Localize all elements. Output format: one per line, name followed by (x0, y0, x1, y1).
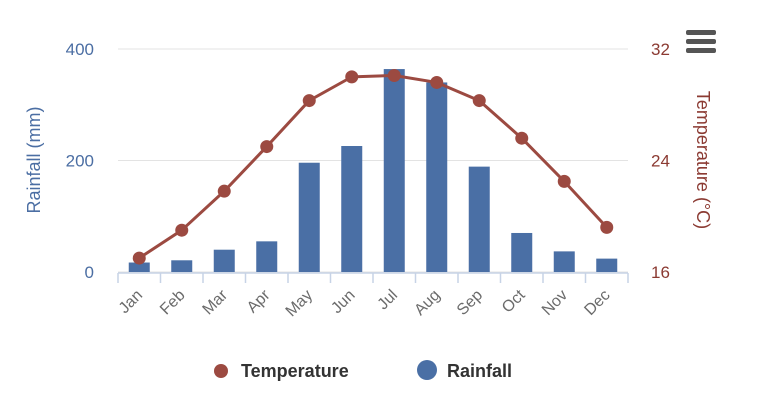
temperature-series-line (138, 73, 608, 260)
left-axis-ticks: 0 200 400 (66, 40, 94, 282)
x-tick-label: Apr (244, 286, 274, 316)
temperature-point-apr[interactable] (260, 140, 274, 154)
left-tick-label: 400 (66, 40, 94, 59)
x-tick-label: Dec (581, 287, 613, 319)
right-tick-label: 16 (651, 263, 670, 282)
temperature-point-oct[interactable] (515, 131, 529, 145)
gridlines (118, 48, 628, 273)
x-tick-label: Jan (116, 287, 146, 317)
temperature-point-mar[interactable] (217, 184, 231, 198)
legend-marker-rainfall (417, 360, 437, 380)
x-tick-label: Jul (375, 287, 401, 313)
rainfall-bar-jul[interactable] (383, 69, 405, 272)
x-tick-label: May (283, 287, 316, 320)
rainfall-bar-apr[interactable] (256, 241, 278, 272)
x-axis (117, 272, 629, 283)
temperature-point-dec[interactable] (600, 220, 614, 234)
x-tick-label: Mar (200, 286, 232, 318)
legend: Temperature Rainfall (214, 360, 512, 381)
temperature-point-jun[interactable] (345, 70, 359, 84)
x-tick-label: Feb (157, 287, 189, 319)
legend-item-temperature[interactable]: Temperature (214, 361, 349, 381)
rainfall-bar-dec[interactable] (596, 258, 618, 272)
temperature-point-aug[interactable] (430, 75, 444, 89)
right-axis-title: Temperature (°C) (693, 91, 713, 229)
right-tick-label: 24 (651, 152, 670, 171)
temperature-point-jan[interactable] (132, 251, 146, 265)
legend-item-rainfall[interactable]: Rainfall (417, 360, 512, 381)
temperature-point-nov[interactable] (557, 174, 571, 188)
rainfall-bar-may[interactable] (298, 162, 320, 272)
rainfall-bar-feb[interactable] (171, 260, 193, 272)
temperature-point-jul[interactable] (387, 68, 401, 82)
hamburger-menu-icon (686, 30, 716, 53)
rainfall-bar-jun[interactable] (341, 146, 363, 272)
legend-label-rainfall: Rainfall (447, 361, 512, 381)
rainfall-bar-aug[interactable] (426, 82, 448, 272)
x-tick-label: Aug (411, 287, 443, 319)
right-tick-label: 32 (651, 40, 670, 59)
rainfall-bar-oct[interactable] (511, 232, 533, 272)
left-axis-title: Rainfall (mm) (24, 106, 44, 213)
rainfall-bar-sep[interactable] (468, 166, 490, 272)
x-tick-label: Sep (454, 287, 486, 319)
legend-label-temperature: Temperature (241, 361, 349, 381)
temperature-line (132, 68, 614, 265)
menu-button[interactable] (686, 30, 716, 53)
right-axis-ticks: 16 24 32 (651, 40, 670, 282)
temperature-point-feb[interactable] (175, 223, 189, 237)
x-tick-label: Nov (539, 287, 571, 319)
x-tick-label: Jun (328, 287, 358, 317)
left-tick-label: 0 (85, 263, 94, 282)
legend-marker-temperature (214, 364, 228, 378)
x-axis-ticks: Jan Feb Mar Apr May Jun Jul Aug Sep Oct Nov Dec (116, 286, 614, 320)
rainfall-bars (128, 69, 618, 272)
rainfall-bar-jan[interactable] (128, 262, 150, 272)
rainfall-bar-mar[interactable] (213, 249, 235, 272)
temperature-point-may[interactable] (302, 94, 316, 108)
temperature-point-sep[interactable] (472, 94, 486, 108)
left-tick-label: 200 (66, 152, 94, 171)
rainfall-bar-nov[interactable] (553, 251, 575, 272)
x-tick-label: Oct (499, 286, 529, 316)
